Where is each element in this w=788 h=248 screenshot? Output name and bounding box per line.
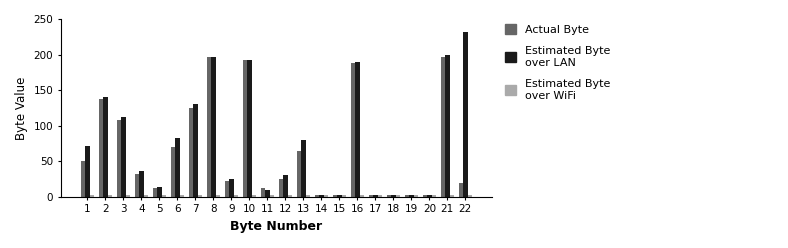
Bar: [355, 62, 359, 197]
Bar: [414, 195, 418, 197]
Bar: [85, 146, 90, 197]
Bar: [265, 190, 269, 197]
Bar: [170, 147, 175, 197]
Bar: [193, 104, 198, 197]
Bar: [247, 60, 251, 197]
Bar: [143, 195, 148, 197]
Bar: [98, 99, 103, 197]
Bar: [440, 57, 445, 197]
Bar: [229, 179, 233, 197]
Bar: [422, 195, 427, 197]
Bar: [139, 171, 143, 197]
Legend: Actual Byte, Estimated Byte
over LAN, Estimated Byte
over WiFi: Actual Byte, Estimated Byte over LAN, Es…: [501, 21, 614, 104]
Bar: [301, 140, 306, 197]
Bar: [107, 195, 112, 197]
Bar: [125, 195, 130, 197]
Bar: [319, 195, 324, 197]
Bar: [90, 195, 94, 197]
Bar: [288, 195, 292, 197]
Bar: [445, 55, 450, 197]
Bar: [324, 195, 328, 197]
Bar: [432, 195, 436, 197]
Bar: [251, 195, 256, 197]
Bar: [121, 117, 125, 197]
Bar: [117, 120, 121, 197]
Y-axis label: Byte Value: Byte Value: [15, 76, 28, 140]
Bar: [180, 195, 184, 197]
Bar: [233, 195, 238, 197]
Bar: [225, 181, 229, 197]
Bar: [351, 63, 355, 197]
Bar: [404, 195, 409, 197]
Bar: [206, 57, 211, 197]
Bar: [216, 195, 220, 197]
Bar: [396, 195, 400, 197]
Bar: [359, 195, 364, 197]
Bar: [296, 151, 301, 197]
Bar: [306, 195, 310, 197]
Bar: [261, 188, 265, 197]
Bar: [450, 195, 454, 197]
Bar: [373, 195, 377, 197]
Bar: [269, 195, 274, 197]
Bar: [211, 57, 216, 197]
Bar: [175, 138, 180, 197]
Bar: [333, 195, 337, 197]
Bar: [243, 60, 247, 197]
Bar: [387, 195, 391, 197]
Bar: [369, 195, 373, 197]
Bar: [157, 187, 162, 197]
Bar: [337, 195, 341, 197]
Bar: [135, 174, 139, 197]
Bar: [459, 183, 463, 197]
Bar: [427, 195, 432, 197]
X-axis label: Byte Number: Byte Number: [230, 220, 322, 233]
Bar: [198, 195, 202, 197]
Bar: [162, 195, 166, 197]
Bar: [80, 161, 85, 197]
Bar: [188, 108, 193, 197]
Bar: [283, 176, 288, 197]
Bar: [279, 179, 283, 197]
Bar: [409, 195, 414, 197]
Bar: [377, 195, 382, 197]
Bar: [314, 195, 319, 197]
Bar: [341, 195, 346, 197]
Bar: [153, 188, 157, 197]
Bar: [463, 32, 467, 197]
Bar: [467, 195, 472, 197]
Bar: [391, 195, 396, 197]
Bar: [103, 97, 107, 197]
